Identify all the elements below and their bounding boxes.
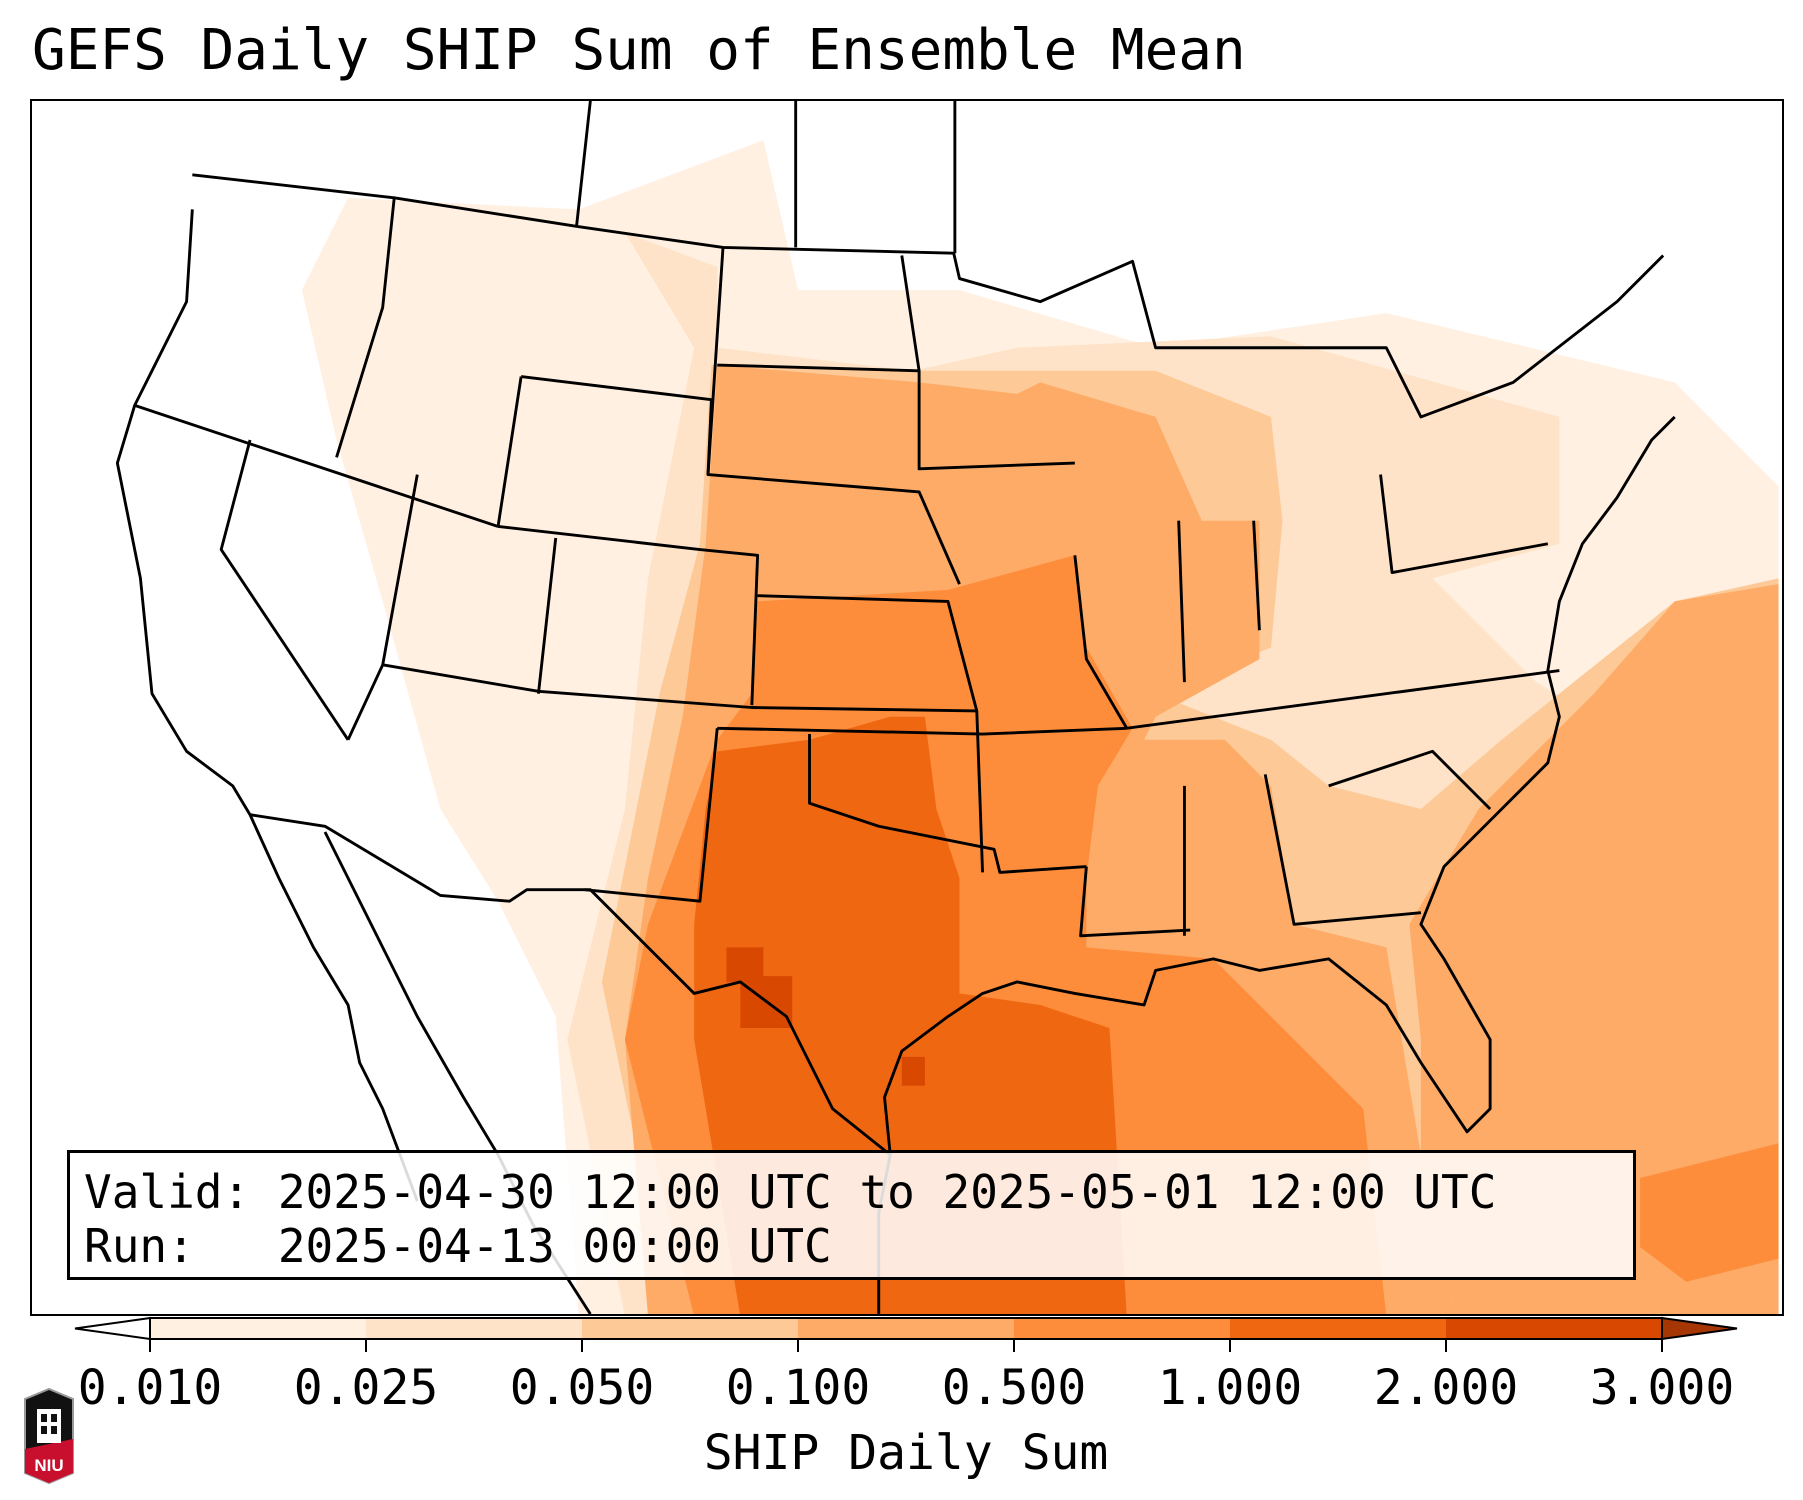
state-line [1328, 749, 1492, 810]
map-outlines [115, 101, 1676, 1314]
west-coastline [115, 209, 419, 1202]
colorbar-outline [149, 1317, 1663, 1340]
state-line [536, 537, 558, 694]
colorbar-segment [1446, 1318, 1663, 1339]
field-level-5-caribbean [1640, 1143, 1779, 1282]
run-time-line: Run: 2025-04-13 00:00 UTC [84, 1219, 832, 1273]
valid-time-line: Valid: 2025-04-30 12:00 UTC to 2025-05-0… [84, 1165, 1497, 1219]
state-line [717, 363, 920, 373]
colorbar-segment [582, 1318, 799, 1339]
colorbar-tick-label: 2.000 [1373, 1360, 1519, 1416]
state-line [584, 728, 719, 903]
colorbar-tick-label: 1.000 [1157, 1360, 1303, 1416]
colorbar-tick-label: 0.100 [725, 1360, 871, 1416]
logo-text: NIU [34, 1456, 63, 1475]
colorbar-segment [150, 1318, 367, 1339]
state-line [1126, 669, 1560, 730]
state-line [497, 525, 760, 706]
colorbar-segment [366, 1318, 583, 1339]
colorbar-tick-label: 0.500 [941, 1360, 1087, 1416]
colorbar-segment [798, 1318, 1015, 1339]
state-line [808, 734, 1087, 874]
colorbar-segment [1014, 1318, 1231, 1339]
field-level-7-coast [901, 1056, 925, 1086]
colorbar-ticks [149, 1339, 1663, 1352]
ship-field [301, 140, 1779, 1314]
state-line [335, 197, 396, 458]
map-panel [30, 99, 1784, 1316]
niu-logo: NIU [24, 1387, 74, 1485]
colorbar-tick-label: 3.000 [1589, 1360, 1735, 1416]
colorbar-label: SHIP Daily Sum [703, 1425, 1109, 1481]
gulf-atlantic-coastline [877, 415, 1676, 1314]
state-line [900, 255, 1075, 471]
colorbar-over-arrow [1661, 1316, 1738, 1341]
valid-run-info-box: Valid: 2025-04-30 12:00 UTC to 2025-05-0… [67, 1150, 1636, 1280]
state-line [1252, 520, 1261, 631]
colorbar-tick-label: 0.010 [77, 1360, 223, 1416]
canada-province-line [575, 101, 592, 227]
state-line [1263, 774, 1422, 926]
state-line [219, 439, 350, 741]
state-line [1379, 474, 1549, 575]
colorbar-segments [150, 1318, 1663, 1339]
map-svg [115, 101, 1779, 1314]
field-level-4-ocean [1409, 584, 1779, 1314]
state-line [757, 594, 985, 873]
colorbar-under-arrow [74, 1316, 151, 1341]
colorbar-segment [1230, 1318, 1447, 1339]
state-line [134, 404, 499, 528]
state-line [346, 474, 419, 741]
state-line [496, 376, 523, 527]
us-canada-border [192, 173, 1665, 419]
state-line [706, 247, 725, 475]
chart-title: GEFS Daily SHIP Sum of Ensemble Mean [32, 18, 1246, 83]
state-line [717, 726, 1127, 736]
state-line [382, 663, 977, 713]
state-line [1073, 555, 1129, 729]
colorbar-tick-label: 0.050 [509, 1360, 655, 1416]
state-line [1079, 866, 1191, 938]
us-mexico-border [249, 813, 892, 1157]
state-line [1177, 520, 1186, 683]
colorbar-tick-label: 0.025 [293, 1360, 439, 1416]
colorbar [74, 1316, 1738, 1352]
